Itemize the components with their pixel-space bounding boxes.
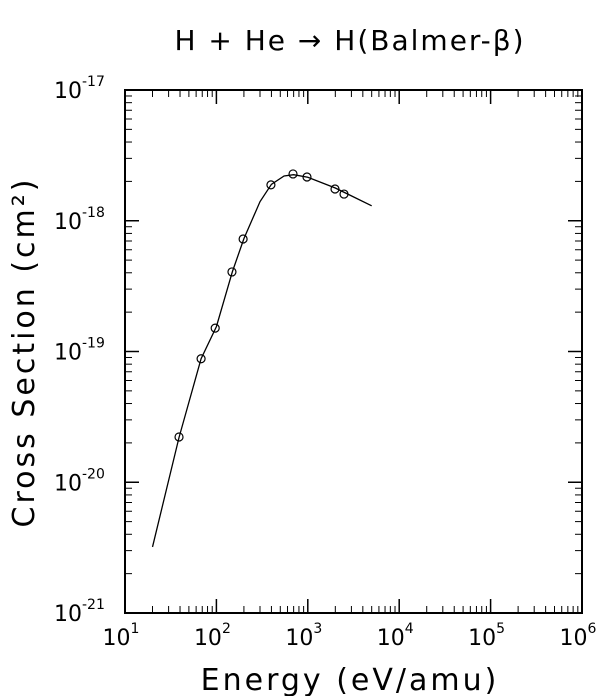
x-axis-label: Energy (eV/amu) [201,663,500,696]
x-tick-label: 106 [560,621,597,651]
y-tick-base: 10 [54,471,82,496]
x-tick-exponent: 3 [313,621,322,637]
x-tick-base: 10 [103,626,131,651]
data-point [288,169,298,179]
y-tick-base: 10 [54,79,82,104]
x-tick-base: 10 [377,626,405,651]
data-point [210,323,220,333]
x-tick-exponent: 4 [405,621,414,637]
x-tick-label: 101 [103,621,140,651]
y-tick-exponent: -19 [82,336,105,352]
y-tick-label: 10-20 [54,466,105,496]
y-tick-base: 10 [54,602,82,627]
y-tick-exponent: -21 [82,597,105,613]
data-point [330,184,340,194]
y-tick-exponent: -17 [82,74,105,90]
y-tick-label: 10-17 [54,74,105,104]
data-point [238,234,248,244]
data-point [227,267,237,277]
data-point [266,180,276,190]
x-tick-label: 105 [468,621,505,651]
y-tick-exponent: -18 [82,205,105,221]
x-tick-exponent: 5 [496,621,505,637]
data-point [196,354,206,364]
x-tick-exponent: 1 [131,621,140,637]
chart-title: H + He → H(Balmer-β) [174,24,525,57]
y-tick-label: 10-21 [54,597,105,627]
x-tick-base: 10 [194,626,222,651]
y-axis-label: Cross Section (cm²) [7,177,42,528]
plot-frame [124,89,583,614]
y-tick-label: 10-19 [54,336,105,366]
data-point [174,432,184,442]
y-tick-label: 10-18 [54,205,105,235]
x-tick-label: 104 [377,621,414,651]
x-tick-label: 102 [194,621,231,651]
x-tick-exponent: 6 [588,621,597,637]
y-tick-exponent: -20 [82,466,105,482]
x-tick-base: 10 [468,626,496,651]
x-tick-exponent: 2 [222,621,231,637]
fit-line [151,174,372,548]
y-tick-base: 10 [54,210,82,235]
x-tick-base: 10 [560,626,588,651]
y-tick-base: 10 [54,341,82,366]
x-tick-base: 10 [285,626,313,651]
x-tick-label: 103 [285,621,322,651]
